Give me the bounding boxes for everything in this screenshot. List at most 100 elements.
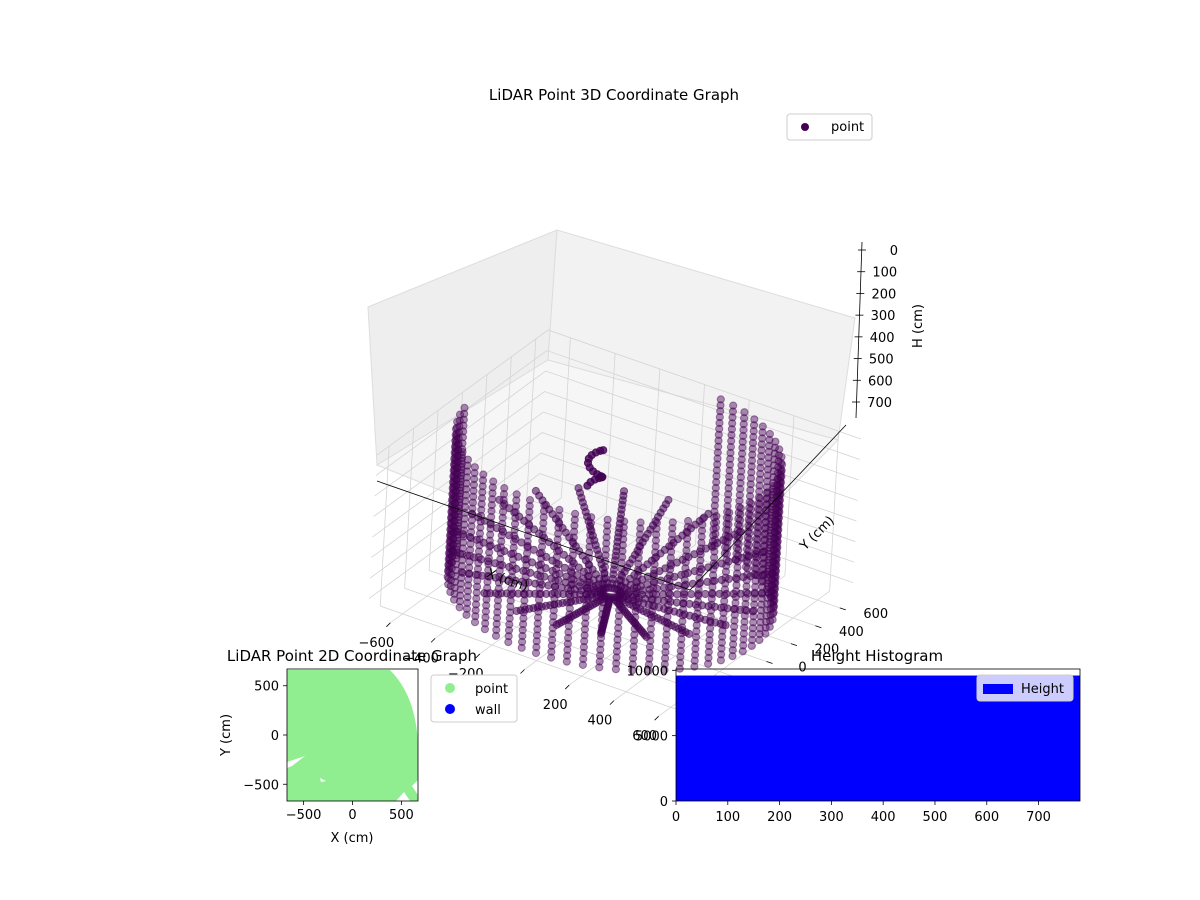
point-marker	[456, 483, 465, 492]
point-marker	[526, 568, 535, 577]
point-marker	[691, 650, 700, 659]
point-marker	[455, 492, 464, 501]
point-marker	[482, 601, 491, 610]
point-marker	[737, 467, 746, 476]
point-marker	[776, 478, 786, 487]
point-marker	[650, 578, 659, 587]
point-marker	[759, 536, 769, 545]
point-marker	[597, 629, 606, 638]
point-marker	[450, 499, 460, 508]
point-marker	[446, 587, 455, 597]
point-marker	[753, 571, 762, 580]
point-marker	[453, 463, 462, 473]
point-marker	[721, 621, 730, 630]
point-marker	[614, 623, 623, 633]
y-tick-label-2d: 0	[271, 729, 279, 744]
point-marker	[773, 486, 782, 495]
point-marker	[521, 555, 530, 564]
point-marker	[774, 513, 784, 522]
point-marker	[754, 499, 763, 508]
point-marker	[712, 517, 721, 527]
point-marker	[721, 543, 730, 552]
point-marker	[773, 523, 782, 533]
point-marker	[763, 579, 772, 588]
point-marker	[456, 591, 465, 600]
point-marker	[763, 465, 773, 474]
x-tick	[654, 715, 659, 721]
point-marker	[444, 574, 453, 583]
point-marker	[736, 516, 745, 525]
point-marker	[566, 567, 576, 576]
point-marker	[747, 468, 756, 477]
grid-line	[453, 392, 463, 553]
legend-3d: point	[786, 113, 873, 141]
point-marker	[771, 556, 781, 565]
points-3d	[443, 395, 787, 675]
point-marker	[766, 610, 775, 620]
point-marker	[465, 532, 475, 542]
point-marker	[456, 579, 465, 588]
point-marker	[755, 505, 764, 515]
point-marker	[548, 635, 557, 645]
grid-line	[501, 356, 512, 517]
point-marker	[448, 509, 457, 518]
point-marker	[723, 496, 733, 505]
point-marker	[770, 580, 779, 589]
point-marker	[477, 494, 487, 503]
point-marker	[469, 480, 478, 489]
point-marker	[769, 461, 779, 470]
point-marker	[772, 535, 781, 544]
point-marker	[734, 514, 743, 523]
point-marker	[683, 568, 693, 578]
point-marker	[736, 479, 745, 488]
point-marker	[770, 584, 780, 593]
point-marker	[460, 403, 469, 412]
point-marker	[716, 395, 725, 404]
point-marker	[454, 434, 463, 443]
point-marker	[555, 505, 564, 514]
point-marker	[450, 459, 459, 468]
point-marker	[773, 480, 782, 490]
point-marker	[533, 613, 543, 622]
point-marker	[451, 444, 460, 453]
point-marker	[765, 552, 774, 561]
point-marker	[453, 536, 462, 545]
point-marker	[734, 508, 743, 517]
point-marker	[745, 492, 755, 501]
point-marker	[451, 487, 461, 496]
point-marker	[768, 478, 778, 488]
point-marker	[487, 506, 496, 516]
point-marker	[457, 456, 466, 466]
point-marker	[452, 560, 461, 569]
point-marker	[773, 468, 783, 478]
point-marker	[765, 543, 774, 553]
point-marker	[750, 564, 760, 573]
point-marker	[446, 582, 455, 591]
point-marker	[760, 530, 769, 539]
point-marker	[443, 572, 452, 581]
point-marker	[717, 644, 726, 653]
point-marker	[748, 444, 757, 453]
point-marker	[764, 589, 773, 598]
point-marker	[768, 557, 778, 566]
point-marker	[772, 541, 781, 550]
point-marker	[644, 660, 654, 669]
point-marker	[712, 466, 721, 475]
point-marker	[460, 514, 469, 523]
grid-line	[369, 452, 855, 579]
point-marker	[773, 526, 782, 536]
point-marker	[769, 551, 778, 560]
point-marker	[758, 428, 767, 437]
point-marker	[747, 462, 756, 471]
point-marker	[455, 486, 464, 495]
point-marker	[603, 515, 612, 524]
point-marker	[775, 494, 784, 503]
point-marker	[717, 638, 727, 647]
point-marker	[553, 535, 562, 544]
point-marker	[506, 602, 515, 611]
point-marker	[722, 525, 731, 534]
point-marker	[772, 538, 782, 548]
point-marker	[478, 488, 487, 497]
point-marker	[770, 528, 779, 537]
point-marker	[628, 654, 638, 663]
